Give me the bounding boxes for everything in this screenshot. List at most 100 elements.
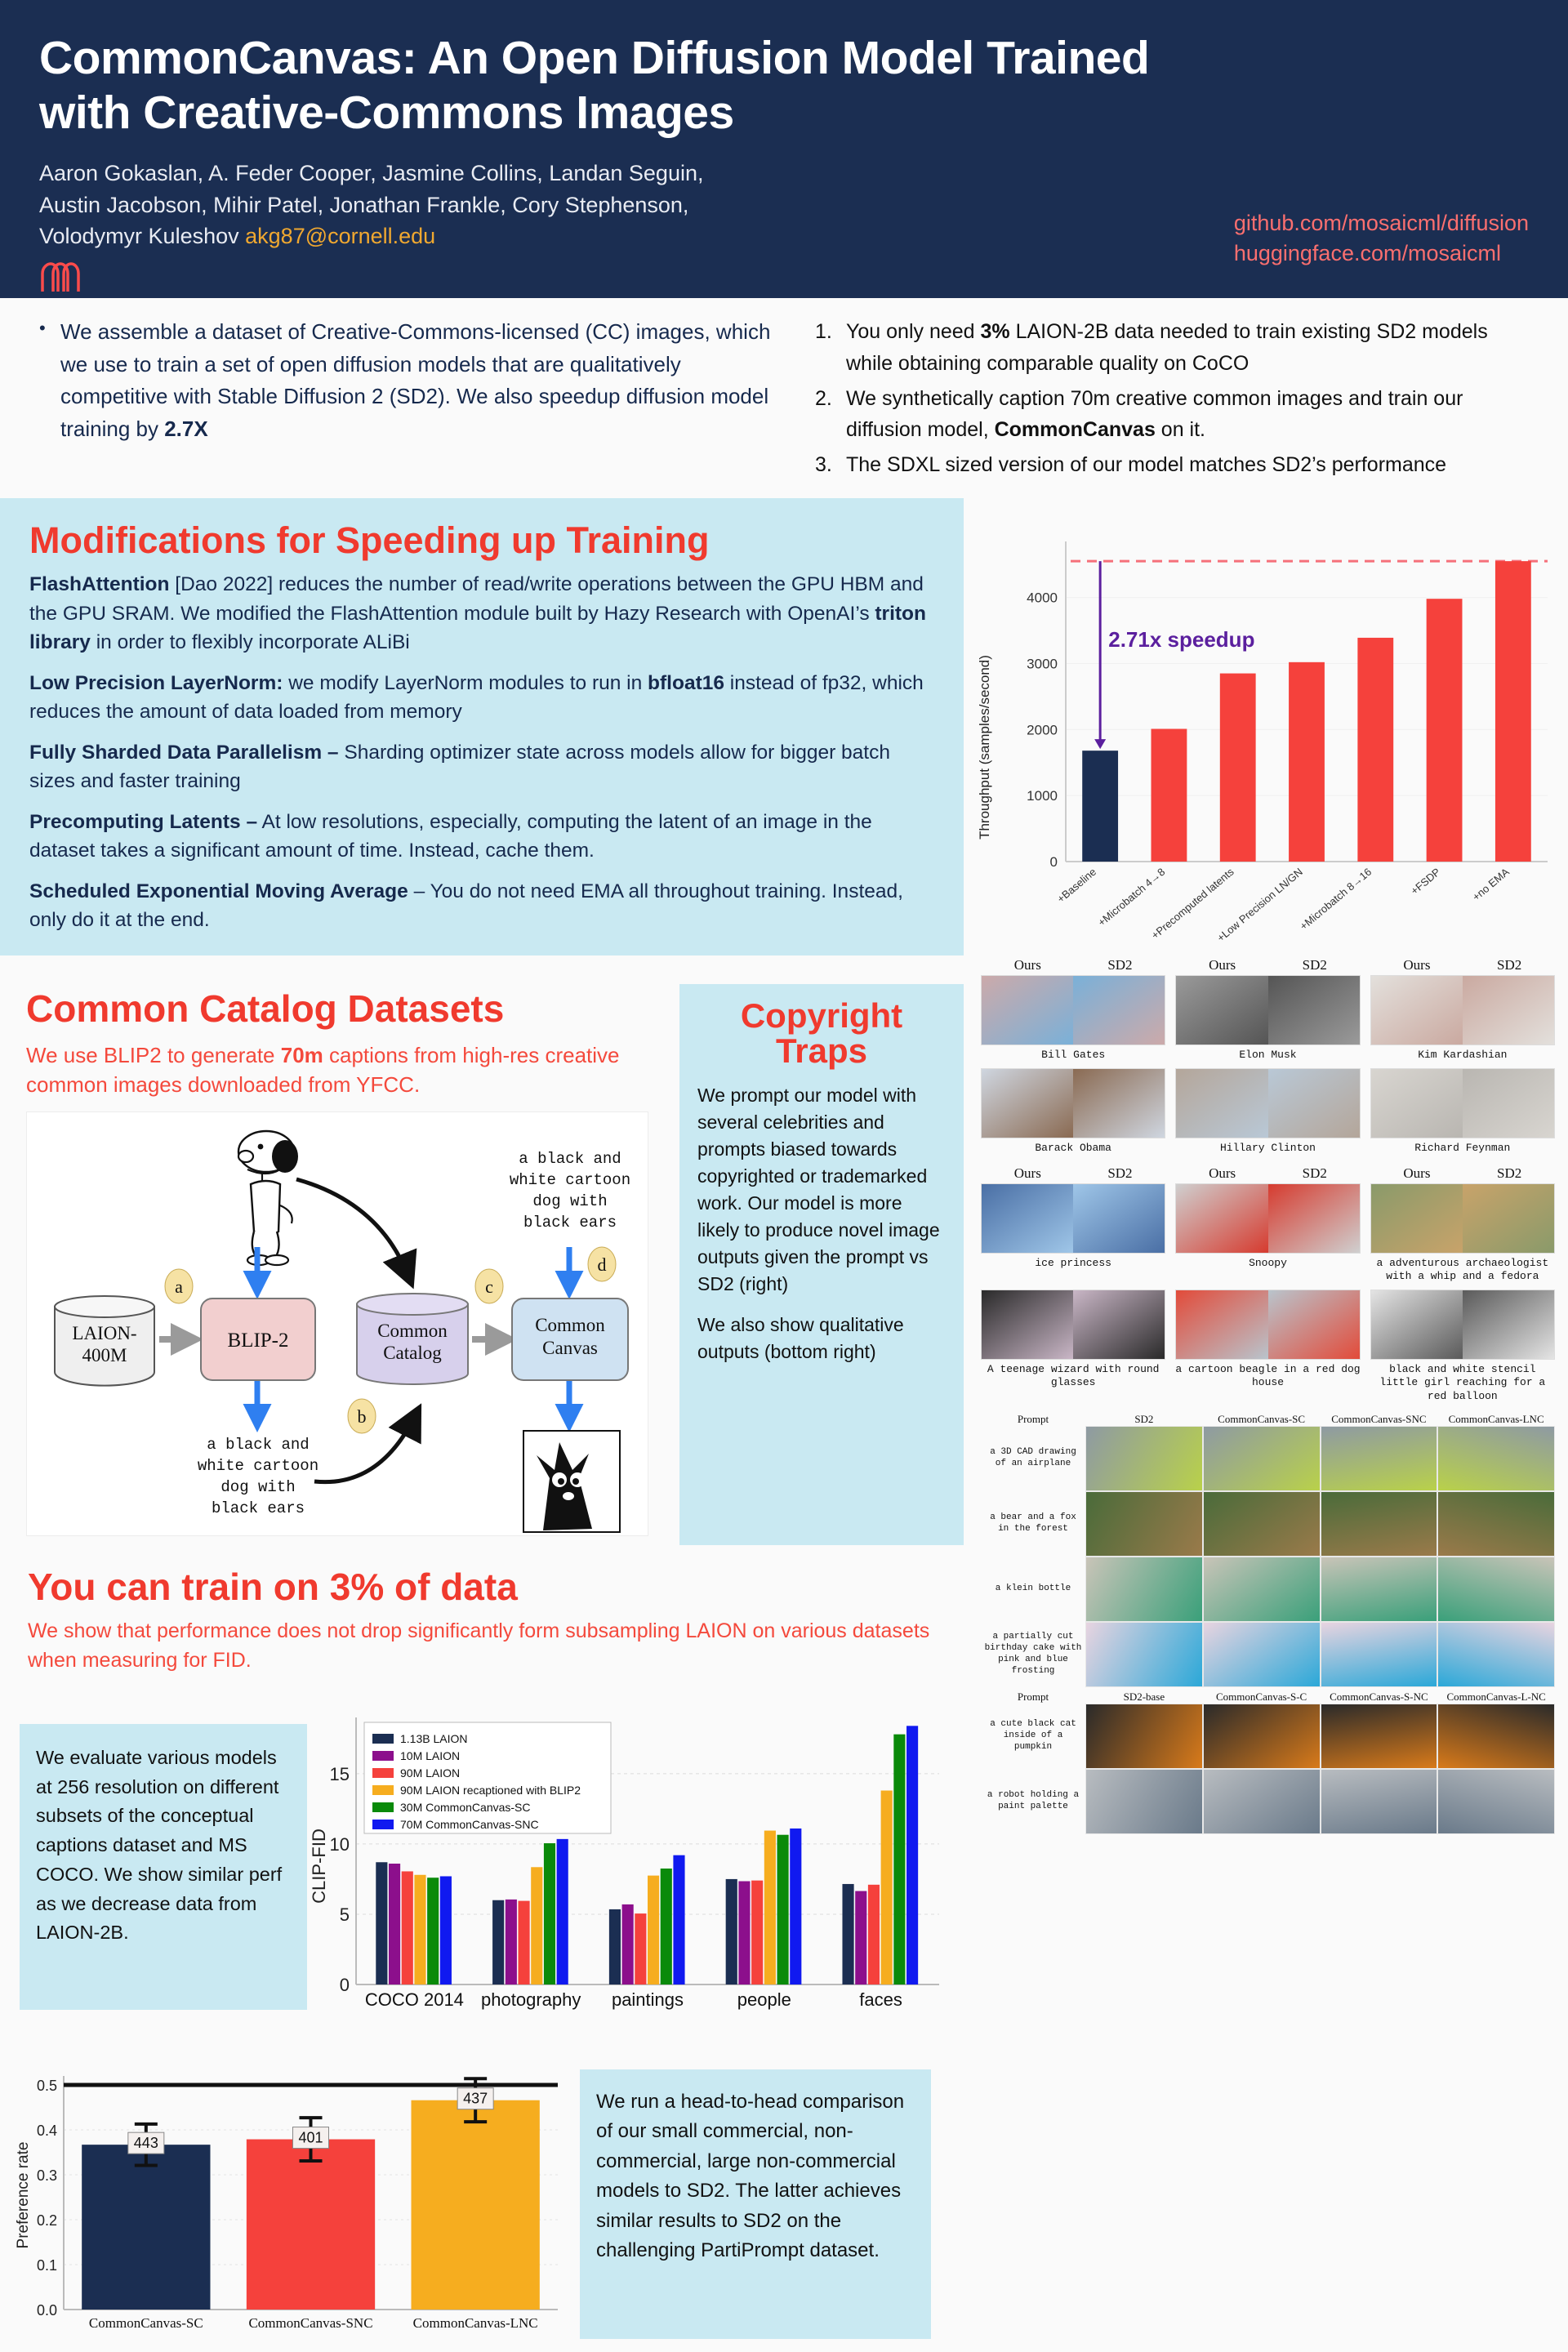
mod-scheduled-ema: Scheduled Exponential Moving Average – Y…	[29, 880, 903, 932]
svg-text:white cartoon: white cartoon	[198, 1457, 318, 1475]
column-header: SD2	[1302, 957, 1327, 973]
legend-label: 70M CommonCanvas-SNC	[400, 1818, 539, 1831]
sample-image	[1085, 1490, 1203, 1557]
quad-grid-2: Prompt SD2-base CommonCanvas-S-C CommonCanv…	[968, 1690, 1568, 1834]
column-header: Prompt	[1017, 1690, 1049, 1703]
bar	[725, 1878, 737, 1984]
table-row: a bear and a fox in the forest	[968, 1490, 1568, 1557]
celebrity-grid: Ours SD2 Ours SD2 Ours SD2 Bill Gates Elon Musk…	[968, 957, 1568, 1162]
train-on-3-percent-section: You can train on 3% of data We show that…	[0, 1545, 964, 1708]
speedup-chart-svg: Throughput (samples/second) 0 1000 2000 300…	[977, 541, 1548, 944]
bar	[1426, 599, 1463, 862]
image-pair	[1175, 1183, 1361, 1254]
column-header: SD2	[1134, 1412, 1154, 1425]
svg-text:a black and: a black and	[207, 1436, 309, 1454]
sample-image	[1267, 1183, 1360, 1253]
sample-image	[1320, 1425, 1438, 1491]
bar	[855, 1891, 867, 1984]
traps-heading: Copyright Traps	[697, 998, 946, 1070]
bar	[738, 1881, 751, 1984]
traps-heading-line2: Traps	[775, 1031, 868, 1070]
copyright-traps-panel: Copyright Traps We prompt our model with…	[679, 984, 964, 1545]
image-caption: Hillary Clinton	[1219, 1142, 1316, 1155]
sample-image	[1202, 1425, 1321, 1491]
image-caption: Richard Feynman	[1414, 1142, 1511, 1155]
image-caption: a cartoon beagle in a red dog house	[1175, 1363, 1361, 1389]
common-catalog-section: Common Catalog Datasets We use BLIP2 to …	[0, 964, 676, 1545]
sample-image	[982, 976, 1074, 1045]
intro-bullets: We assemble a dataset of Creative-Common…	[33, 314, 784, 470]
image-pair	[1175, 1068, 1361, 1139]
svg-text:0.2: 0.2	[37, 2212, 57, 2229]
bar-value-label: 437	[463, 2091, 488, 2107]
bar	[1151, 728, 1187, 862]
sample-image	[1202, 1621, 1321, 1687]
sample-image	[1176, 976, 1268, 1045]
fid-x-tick: photography	[481, 1989, 581, 2010]
train3-subtext: We show that performance does not drop s…	[28, 1619, 930, 1672]
list-item: The SDXL sized version of our model matc…	[815, 449, 1447, 481]
sample-image	[1462, 1290, 1554, 1359]
image-pair	[1175, 975, 1361, 1045]
sample-image	[1202, 1556, 1321, 1622]
sample-image	[1267, 976, 1360, 1045]
huggingface-link[interactable]: huggingface.com/mosaicml	[1233, 241, 1501, 266]
svg-text:10: 10	[330, 1834, 350, 1855]
svg-text:0: 0	[1050, 854, 1058, 870]
diagram-node-laion: LAION- 400M	[54, 1294, 155, 1387]
svg-text:black ears: black ears	[212, 1499, 305, 1517]
legend-label: 1.13B LAION	[400, 1732, 468, 1745]
svg-text:a: a	[175, 1276, 183, 1297]
prompt-text: a klein bottle	[995, 1583, 1071, 1593]
svg-text:3000: 3000	[1027, 656, 1058, 671]
column-header: Ours	[1403, 957, 1431, 973]
diagram-caption-top: a black and white cartoon dog with black…	[510, 1150, 630, 1232]
speedup-y-axis-label: Throughput (samples/second)	[977, 655, 992, 840]
sample-image	[1085, 1621, 1203, 1687]
contact-email[interactable]: akg87@cornell.edu	[245, 224, 436, 249]
legend-label: 90M LAION	[400, 1766, 460, 1780]
list-item: We synthetically caption 70m creative co…	[815, 383, 1463, 442]
bar	[531, 1867, 543, 1984]
svg-text:5: 5	[340, 1904, 350, 1925]
image-caption: a adventurous archaeologist with a whip …	[1376, 1256, 1549, 1282]
prompt-text: a 3D CAD drawing of an airplane	[990, 1447, 1076, 1468]
title-line-2: with Creative-Commons Images	[39, 86, 734, 139]
traps-paragraph-1: We prompt our model with several celebri…	[697, 1084, 940, 1295]
bar	[1082, 751, 1119, 862]
modifications-panel: Modifications for Speeding up Training F…	[0, 498, 964, 956]
svg-text:+Microbatch 8→16: +Microbatch 8→16	[1298, 866, 1374, 933]
svg-text:4000: 4000	[1027, 590, 1058, 606]
intro-numbered-list: You only need 3% LAION-2B data needed to…	[808, 316, 1535, 481]
svg-text:+FSDP: +FSDP	[1408, 866, 1442, 898]
sample-image	[1437, 1768, 1555, 1834]
table-row: a cute black cat inside of a pumpkin	[968, 1703, 1568, 1769]
speedup-annotation: 2.71x speedup	[1108, 627, 1254, 652]
authors-line-2: Austin Jacobson, Mihir Patel, Jonathan F…	[39, 192, 689, 217]
column-header: Ours	[1209, 1165, 1236, 1181]
resource-links: github.com/mosaicml/diffusion huggingfac…	[1234, 208, 1529, 270]
bar	[1289, 662, 1325, 862]
bar	[439, 1876, 452, 1984]
bar	[556, 1838, 568, 1984]
pipeline-diagram-svg: LAION- 400M BLIP-2 Common Catalog Common…	[54, 1129, 630, 1533]
preference-rate-chart-block: Preference rate 0.0 0.1 0.2 0.3 0.4 0.5 443 Com…	[0, 2058, 964, 2352]
legend-label: 10M LAION	[400, 1749, 460, 1762]
diagram-node-common-catalog: Common Catalog	[356, 1292, 469, 1385]
sample-image	[982, 1290, 1074, 1359]
prompt-text: a cute black cat inside of a pumpkin	[990, 1719, 1076, 1752]
svg-text:0: 0	[340, 1975, 350, 1995]
image-caption: Kim Kardashian	[1418, 1049, 1508, 1061]
bar	[673, 1855, 685, 1984]
column-header: Ours	[1013, 1165, 1041, 1181]
sample-image	[982, 1069, 1074, 1138]
generated-sample-thumb	[523, 1429, 621, 1533]
sample-image	[1320, 1556, 1438, 1622]
authors-line-1: Aaron Gokaslan, A. Feder Cooper, Jasmine…	[39, 161, 704, 186]
bar	[880, 1790, 893, 1984]
github-link[interactable]: github.com/mosaicml/diffusion	[1233, 211, 1529, 235]
column-header: Prompt	[1017, 1412, 1049, 1425]
svg-text:0.5: 0.5	[37, 2078, 57, 2094]
svg-text:+no EMA: +no EMA	[1470, 866, 1512, 903]
sample-image	[1176, 1183, 1268, 1253]
